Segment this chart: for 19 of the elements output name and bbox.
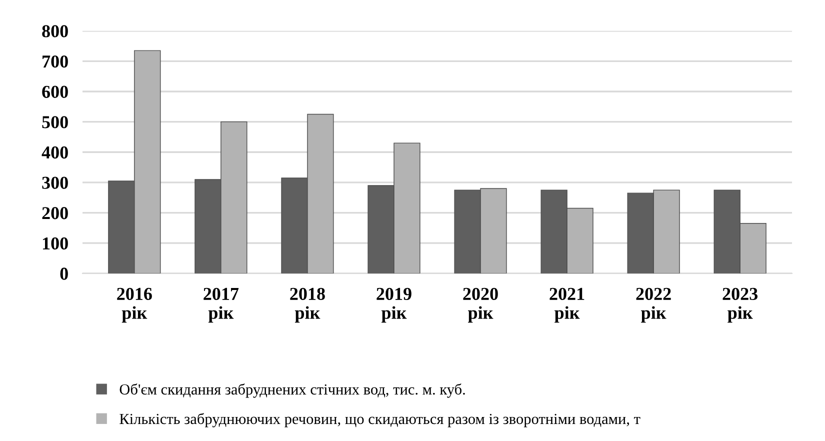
y-tick-label: 0: [60, 268, 68, 280]
x-tick-label: 2017 рік: [204, 288, 239, 323]
x-tick-label: 2022 рік: [636, 288, 671, 323]
y-tick-label: 500: [42, 116, 68, 128]
legend-label: Кількість забруднюючих речовин, що скидаються разом із зворотніми водами, т: [120, 413, 640, 428]
y-tick-label: 200: [42, 207, 68, 220]
x-tick-label: 2018 рік: [290, 288, 325, 323]
y-tick-label: 600: [42, 86, 68, 98]
y-tick-label: 800: [42, 25, 68, 38]
y-tick-label: 700: [42, 55, 68, 68]
y-tick-label: 400: [42, 146, 68, 159]
x-tick-label: 2020 рік: [463, 288, 498, 323]
x-tick-label: 2021 рік: [550, 288, 584, 323]
x-tick-label: 2016 рік: [117, 288, 152, 323]
x-tick-label: 2019 рік: [376, 288, 412, 323]
y-tick-label: 300: [42, 176, 68, 189]
legend-label: Об'єм скидання забруднених стічних вод, тис. м. куб.: [120, 384, 465, 398]
x-tick-label: 2023 рік: [722, 288, 758, 323]
y-tick-label: 100: [42, 237, 68, 250]
